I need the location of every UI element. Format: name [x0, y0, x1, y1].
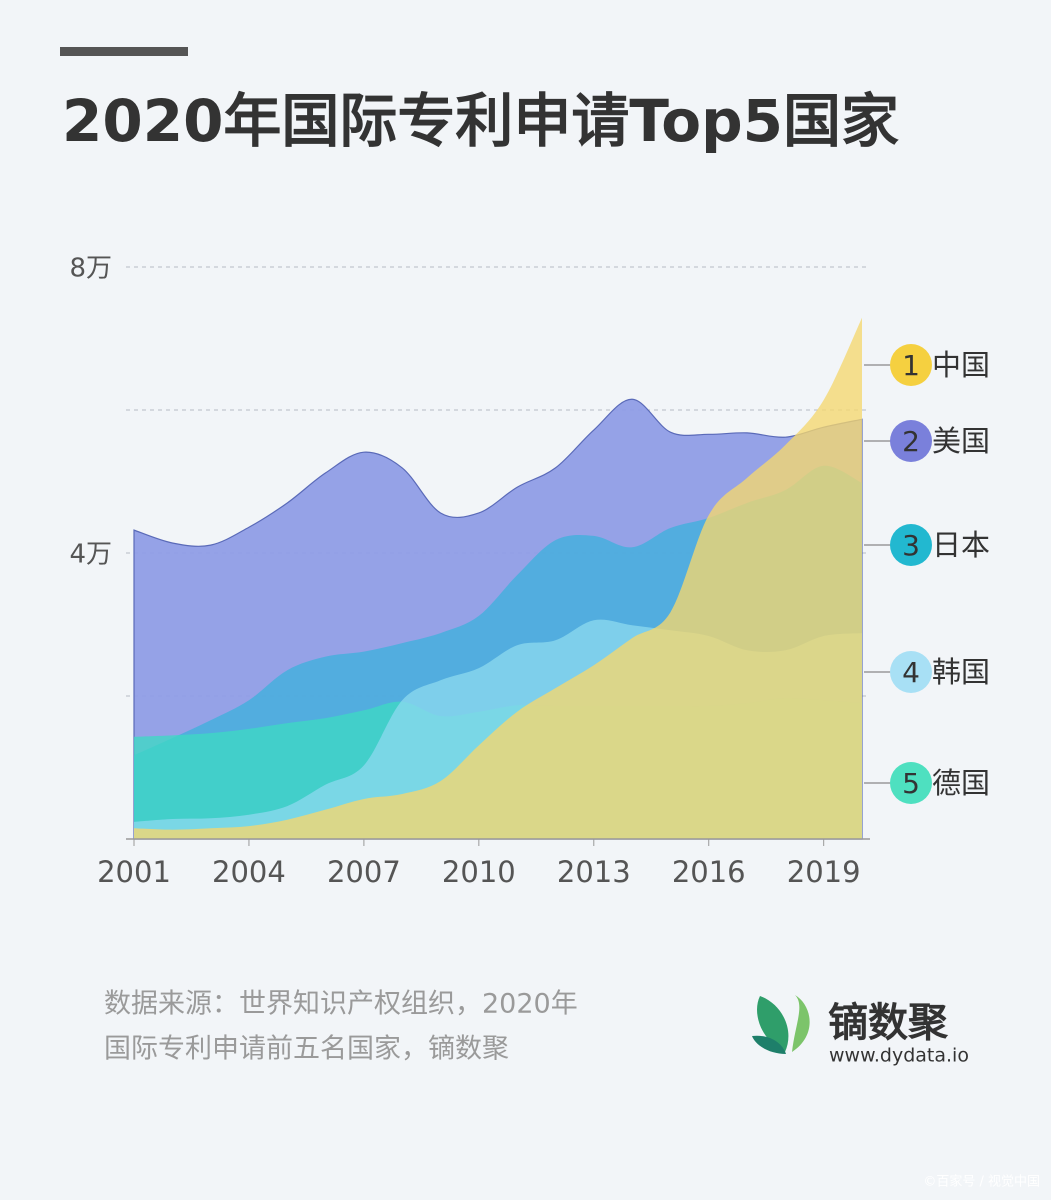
x-tick-label: 2013 [557, 855, 631, 889]
x-tick-label: 2010 [442, 855, 516, 889]
legend-rank: 2 [902, 425, 920, 458]
chart: 4万 8万 2001 2004 2007 2010 2013 2016 2019 2 美国 3 日本 5 德… [69, 254, 990, 890]
x-tick-label: 2019 [787, 855, 861, 889]
legend-label: 德国 [932, 766, 990, 800]
title: 2020年国际专利申请Top5国家 [62, 87, 899, 155]
legend-rank: 4 [902, 656, 920, 689]
legend-marker [890, 344, 932, 386]
legend-label: 中国 [932, 348, 990, 382]
legend-marker [890, 524, 932, 566]
y-tick-label: 8万 [69, 254, 112, 284]
logo-name: 镝数聚 [828, 1000, 949, 1046]
legend-marker [890, 420, 932, 462]
x-tick-label: 2007 [327, 855, 401, 889]
header-bar [60, 47, 188, 56]
legend-marker [890, 651, 932, 693]
area [134, 317, 862, 839]
source-line: 国际专利申请前五名国家，镝数聚 [104, 1034, 509, 1065]
x-tick-label: 2001 [97, 855, 171, 889]
legend-label: 日本 [932, 528, 990, 562]
legend-marker [890, 762, 932, 804]
logo-icon [752, 995, 810, 1054]
x-tick-label: 2004 [212, 855, 286, 889]
x-tick-label: 2016 [672, 855, 746, 889]
source-line: 数据来源：世界知识产权组织，2020年 [104, 989, 578, 1020]
logo-url: www.dydata.io [829, 1045, 969, 1067]
legend-label: 韩国 [932, 655, 990, 689]
legend-label: 美国 [932, 424, 990, 458]
legend-rank: 3 [902, 529, 920, 562]
y-tick-label: 4万 [69, 540, 112, 570]
legend-rank: 5 [902, 767, 920, 800]
legend-rank: 1 [902, 349, 920, 382]
watermark: ©百家号 / 视觉中国 [923, 1174, 1040, 1190]
